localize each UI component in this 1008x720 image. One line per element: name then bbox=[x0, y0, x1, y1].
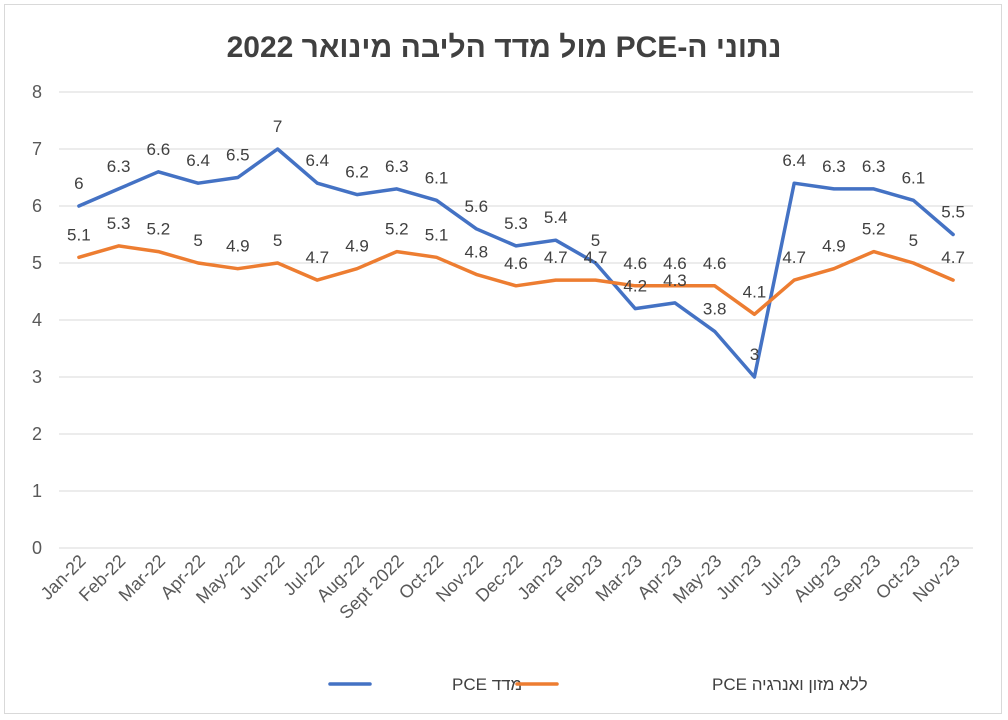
core-pce-data-label: 4.7 bbox=[584, 248, 608, 267]
core-pce-data-label: 5.2 bbox=[385, 220, 409, 239]
y-tick-label: 3 bbox=[32, 367, 42, 387]
pce-data-label: 6.3 bbox=[107, 157, 131, 176]
core-pce-data-label: 4.7 bbox=[941, 248, 965, 267]
core-pce-data-label: 5 bbox=[193, 231, 202, 250]
core-pce-series-line bbox=[77, 244, 955, 317]
gridlines bbox=[59, 91, 973, 549]
pce-series-line bbox=[77, 147, 955, 379]
pce-data-label: 6.1 bbox=[425, 168, 449, 187]
core-pce-data-label: 5.2 bbox=[147, 220, 171, 239]
core-pce-data-label: 5.1 bbox=[425, 225, 449, 244]
chart-frame: נתוני ה-PCE מול מדד הליבה מינואר 2022 0 1… bbox=[4, 4, 1002, 714]
pce-data-label: 6.1 bbox=[902, 168, 926, 187]
core-pce-data-label: 4.6 bbox=[504, 254, 528, 273]
chart-title: נתוני ה-PCE מול מדד הליבה מינואר 2022 bbox=[227, 31, 782, 64]
pce-data-label: 6 bbox=[74, 174, 83, 193]
pce-data-label: 6.3 bbox=[822, 157, 846, 176]
pce-data-label: 5 bbox=[591, 231, 600, 250]
core-pce-data-label: 4.8 bbox=[464, 242, 488, 261]
pce-data-label: 3 bbox=[750, 345, 759, 364]
pce-data-label: 5.6 bbox=[464, 197, 488, 216]
core-pce-data-label: 4.9 bbox=[822, 237, 846, 256]
x-axis-ticks: Jan-22Feb-22Mar-22Apr-22May-22Jun-22Jul-… bbox=[37, 551, 964, 623]
x-tick-label: Jun-22 bbox=[235, 551, 288, 604]
core-pce-data-label: 4.9 bbox=[345, 237, 369, 256]
pce-data-label: 6.4 bbox=[305, 151, 329, 170]
pce-data-label: 7 bbox=[273, 117, 282, 136]
pce-data-label: 6.4 bbox=[186, 151, 210, 170]
core-pce-data-label: 4.6 bbox=[703, 254, 727, 273]
pce-data-label: 3.8 bbox=[703, 299, 727, 318]
core-pce-data-label: 5 bbox=[273, 231, 282, 250]
y-tick-label: 7 bbox=[32, 139, 42, 159]
y-tick-label: 6 bbox=[32, 196, 42, 216]
pce-data-label: 6.5 bbox=[226, 146, 250, 165]
x-tick-label: Jun-23 bbox=[712, 551, 765, 604]
core-pce-data-label: 4.6 bbox=[623, 254, 647, 273]
legend: מדד PCE ללא מזון ואנרגיה PCE bbox=[328, 675, 868, 694]
pce-data-label: 5.5 bbox=[941, 203, 965, 222]
pce-data-label: 6.2 bbox=[345, 163, 369, 182]
y-axis-ticks: 0 1 2 3 4 5 6 7 8 bbox=[32, 82, 42, 558]
core-pce-data-label: 5.3 bbox=[107, 214, 131, 233]
core-pce-data-label: 4.1 bbox=[743, 282, 767, 301]
pce-data-label: 5.3 bbox=[504, 214, 528, 233]
core-pce-data-label: 5.2 bbox=[862, 220, 886, 239]
core-pce-data-label: 4.9 bbox=[226, 237, 250, 256]
core-pce-data-label: 4.6 bbox=[663, 254, 687, 273]
y-tick-label: 4 bbox=[32, 310, 42, 330]
pce-data-label: 4.3 bbox=[663, 271, 687, 290]
y-tick-label: 5 bbox=[32, 253, 42, 273]
pce-data-label: 6.3 bbox=[862, 157, 886, 176]
series-lines bbox=[77, 147, 955, 379]
y-tick-label: 0 bbox=[32, 538, 42, 558]
pce-data-label: 6.4 bbox=[782, 151, 806, 170]
y-tick-label: 8 bbox=[32, 82, 42, 102]
legend-core-pce-label: ללא מזון ואנרגיה PCE bbox=[712, 675, 868, 694]
core-pce-data-label: 4.7 bbox=[782, 248, 806, 267]
core-pce-data-label: 4.7 bbox=[305, 248, 329, 267]
core-pce-data-label: 4.7 bbox=[544, 248, 568, 267]
core-pce-data-label: 5.1 bbox=[67, 225, 91, 244]
pce-data-label: 6.3 bbox=[385, 157, 409, 176]
pce-data-label: 4.2 bbox=[623, 277, 647, 296]
chart-canvas: נתוני ה-PCE מול מדד הליבה מינואר 2022 0 1… bbox=[32, 31, 973, 694]
legend-pce-label: מדד PCE bbox=[452, 675, 522, 694]
pce-data-label: 6.6 bbox=[147, 140, 171, 159]
data-labels: 6 6.3 6.6 6.4 6.5 7 6.4 6.2 6.3 6.1 5.6 5.3 5.4 5 4.2 4… bbox=[67, 117, 965, 364]
y-tick-label: 1 bbox=[32, 481, 42, 501]
pce-data-label: 5.4 bbox=[544, 208, 568, 227]
core-pce-data-label: 5 bbox=[909, 231, 918, 250]
y-tick-label: 2 bbox=[32, 424, 42, 444]
